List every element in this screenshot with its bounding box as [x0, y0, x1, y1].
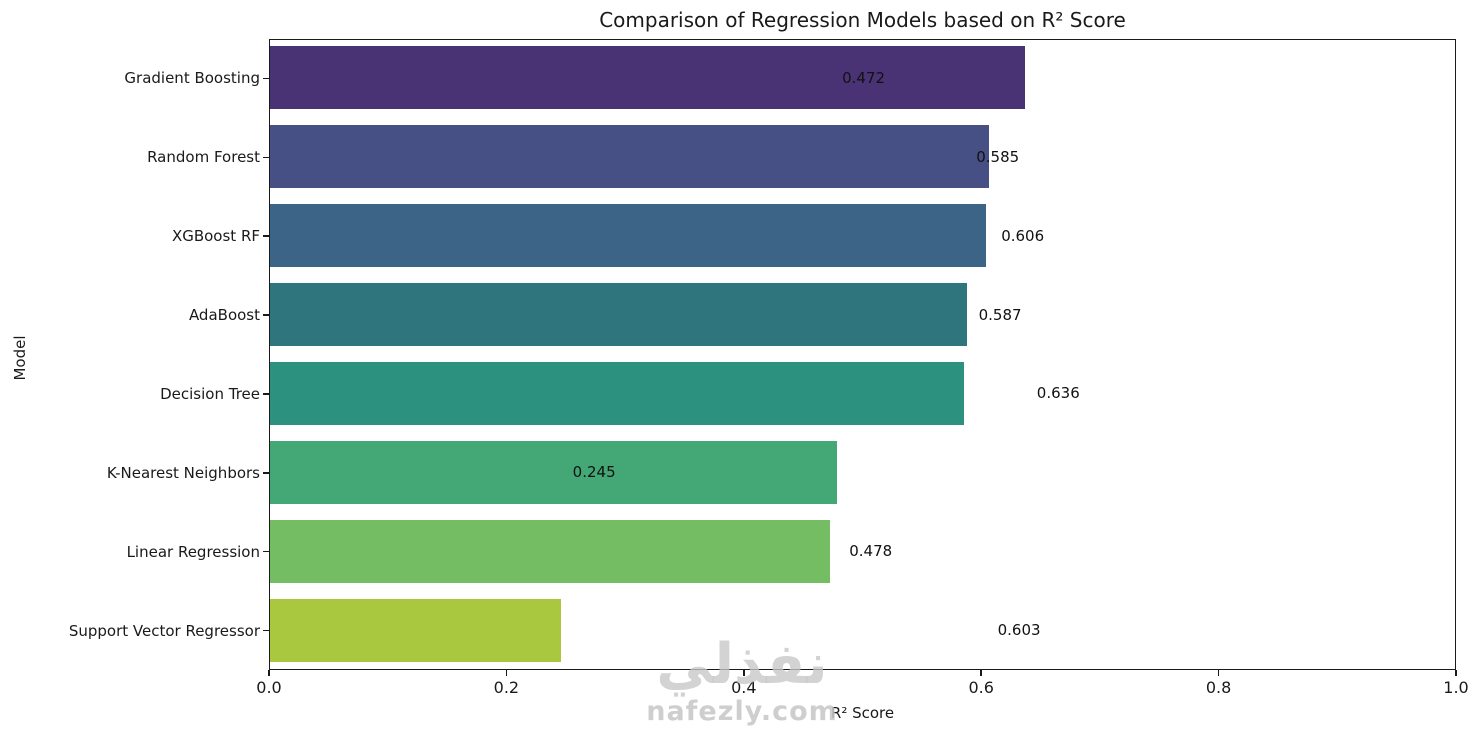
y-tick-mark [263, 156, 269, 159]
x-tick-label-0.6: 0.6 [968, 678, 994, 697]
y-tick-mark [263, 314, 269, 316]
bar-gradient-boosting [270, 46, 1025, 110]
bar-adaboost [270, 283, 967, 347]
chart-title: Comparison of Regression Models based on… [599, 8, 1126, 32]
bar-value-label: 0.245 [572, 463, 616, 482]
x-tick-label-0.8: 0.8 [1205, 678, 1232, 697]
x-tick-mark [268, 670, 270, 676]
bar-value-label: 0.478 [849, 542, 893, 561]
bar-value-label: 0.636 [1036, 384, 1080, 403]
x-axis-label: R² Score [830, 704, 895, 722]
x-tick-mark [505, 670, 508, 676]
y-tick-label-adaboost: AdaBoost [188, 306, 260, 325]
x-tick-label-0.2: 0.2 [493, 678, 520, 697]
y-tick-mark [263, 393, 269, 395]
y-tick-label-xgboost-rf: XGBoost RF [171, 227, 260, 246]
y-tick-label-support-vector-regressor: Support Vector Regressor [68, 621, 260, 640]
y-tick-mark [263, 235, 269, 237]
bar-k-nearest-neighbors [270, 440, 838, 504]
x-tick-label-1.0: 1.0 [1443, 678, 1469, 697]
y-tick-label-k-nearest-neighbors: K-Nearest Neighbors [106, 463, 260, 482]
bar-random-forest [270, 125, 990, 189]
bar-value-label: 0.606 [1001, 226, 1045, 245]
x-tick-mark [980, 670, 982, 676]
y-tick-mark [263, 472, 269, 474]
bar-decision-tree [270, 361, 965, 425]
plot-area: 0.472 0.585 0.606 0.587 0.636 0.245 0.478 0.603 [269, 39, 1456, 670]
x-tick-label-0.0: 0.0 [256, 678, 282, 697]
y-tick-mark [263, 550, 269, 553]
bar-support-vector-regressor [270, 598, 561, 662]
bar-xgboost-rf [270, 204, 986, 268]
y-tick-mark [263, 77, 269, 80]
y-tick-label-decision-tree: Decision Tree [160, 384, 260, 403]
bar-linear-regression [270, 519, 831, 583]
bar-value-label: 0.472 [842, 68, 886, 87]
y-axis-label: Model [11, 335, 29, 381]
x-tick-mark [1455, 670, 1457, 676]
bar-value-label: 0.585 [976, 147, 1020, 166]
x-tick-mark [743, 670, 745, 676]
x-tick-mark [1217, 670, 1220, 676]
y-tick-mark [263, 629, 269, 632]
y-tick-label-gradient-boosting: Gradient Boosting [124, 69, 260, 88]
bar-value-label: 0.603 [997, 621, 1041, 640]
bar-value-label: 0.587 [978, 305, 1022, 324]
y-tick-label-linear-regression: Linear Regression [126, 542, 260, 561]
x-tick-label-0.4: 0.4 [731, 678, 757, 697]
y-tick-label-random-forest: Random Forest [147, 148, 260, 167]
